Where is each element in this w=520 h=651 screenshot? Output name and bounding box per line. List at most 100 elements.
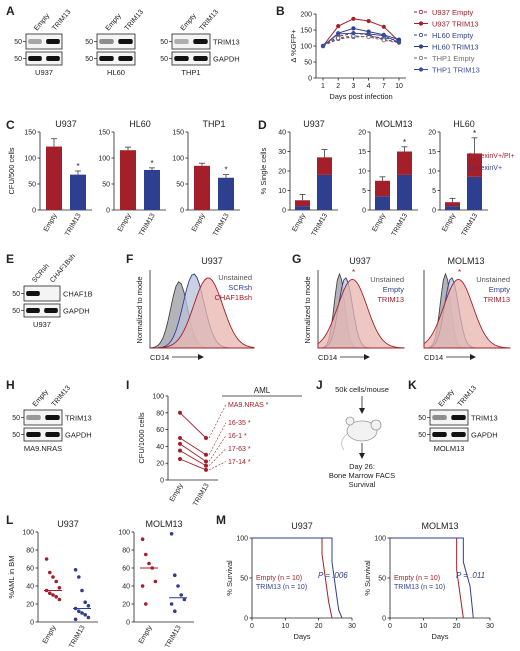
chart-d-bar-annexin	[467, 176, 482, 210]
chart-d-subplot-title: U937	[303, 119, 325, 129]
panel-letter-a: A	[6, 4, 15, 18]
blot-band	[174, 56, 189, 61]
chart-i-label-leader	[208, 461, 227, 471]
chart-c-y-tick-label: 150	[98, 130, 110, 137]
chart-m-legend-entry: Empty (n = 10)	[394, 575, 440, 582]
chart-b-point	[336, 24, 341, 29]
blot-marker-label: 50	[160, 39, 168, 46]
chart-b-point	[366, 18, 371, 24]
chart-i-y-axis-label: CFU/1000 cells	[137, 412, 146, 464]
chart-l-point	[153, 579, 158, 584]
chart-c-bar	[120, 150, 136, 210]
chart-f-legend-entry: SCRsh	[228, 283, 252, 292]
chart-b-y-tick-label: 0	[308, 76, 312, 83]
blot-lane-label: Empty	[180, 12, 198, 32]
chart-d-x-tick-label: Empty	[371, 212, 387, 233]
blot-lane-label: Empty	[438, 388, 456, 408]
chart-d-bar-annexin	[397, 174, 412, 210]
panel-letter-j: J	[316, 378, 323, 392]
blot-protein-label: CHAF1B	[63, 290, 93, 299]
chart-d-bar-annexin-pi	[317, 157, 332, 175]
chart-i-series-line	[179, 412, 207, 439]
chart-d-y-tick-label: 10	[428, 169, 436, 176]
chart-i-series-line	[179, 450, 207, 467]
chart-i-point	[204, 463, 208, 468]
chart-c-bar	[46, 146, 62, 210]
chart-d-subplot-title: MOLM13	[375, 119, 412, 129]
chart-b-x-tick-label: 10	[395, 83, 403, 90]
chart-g-x-axis-label: CD14	[424, 353, 443, 362]
chart-l-subplot-title: MOLM13	[145, 519, 182, 529]
chart-d-y-axis-label: % Single cells	[259, 147, 268, 194]
chart-d-y-tick-label: 15	[428, 149, 436, 156]
chart-c-y-tick-label: 150	[172, 130, 184, 137]
chart-b-point	[396, 40, 402, 45]
panel-letter-i: I	[126, 378, 130, 392]
chart-i-point	[178, 436, 182, 440]
chart-i-legend-title: AML	[254, 386, 271, 395]
chart-l-y-tick-label: 60	[26, 566, 34, 573]
chart-g-legend-entry: TRIM13	[483, 295, 510, 304]
chart-i-x-tick-label: Empty	[169, 482, 185, 503]
chart-m-y-axis-label: % Survival	[363, 560, 372, 596]
chart-l-y-tick-label: 0	[126, 620, 130, 627]
chart-b-legend-marker	[418, 9, 424, 15]
chart-f-title: U937	[201, 256, 223, 266]
blot-cell-line-label: U937	[33, 320, 51, 329]
chart-m-y-tick-label: 50	[378, 576, 386, 583]
blot-band	[118, 39, 133, 44]
blot-protein-label: TRIM13	[471, 414, 498, 423]
chart-i-y-tick-label: 40	[156, 444, 164, 451]
chart-i-point	[178, 410, 182, 415]
chart-l-y-tick-label: 40	[26, 584, 34, 591]
blot-marker-label: 50	[12, 308, 20, 315]
chart-b-x-tick-label: 7	[382, 83, 386, 90]
chart-i-x-tick-label: TRIM13	[192, 482, 211, 507]
blot-lane-label: TRIM13	[51, 9, 72, 33]
blot-band	[193, 39, 208, 44]
chart-c-y-tick-label: 0	[32, 208, 36, 215]
chart-c-y-axis-label: CFU/500 cells	[7, 147, 16, 194]
chart-d-y-tick-label: 20	[358, 130, 366, 137]
chart-c-y-tick-label: 50	[28, 182, 36, 189]
chart-d-y-tick-label: 5	[362, 188, 366, 195]
chart-b-legend-marker	[418, 55, 424, 61]
chart-b-y-tick-label: 150	[300, 28, 312, 35]
chart-g-histogram-curve	[317, 278, 405, 349]
chart-l-subplot-title: U937	[57, 519, 79, 529]
chart-d-bar-annexin-pi	[375, 180, 390, 197]
chart-c-subplot-title: HL60	[129, 119, 151, 129]
chart-b-x-tick-label: 4	[367, 83, 371, 90]
mouse-body-icon	[346, 420, 378, 442]
blot-protein-label: GAPDH	[471, 431, 498, 440]
blot-band	[44, 308, 58, 313]
chart-d-bar-annexin-pi	[445, 202, 460, 207]
chart-f-y-axis-label: Normalized to mode	[135, 276, 144, 343]
chart-l-point	[48, 570, 52, 575]
blot-lane-label: TRIM13	[51, 385, 72, 409]
blot-lane-label: TRIM13	[457, 385, 478, 409]
chart-l-point	[77, 609, 81, 613]
chart-f-x-axis-label: CD14	[150, 353, 169, 362]
chart-c-x-tick-label: Empty	[43, 212, 59, 233]
chart-l-y-tick-label: 20	[122, 602, 130, 609]
chart-m-survival-curve	[390, 537, 474, 619]
blot-protein-label: TRIM13	[213, 38, 240, 47]
chart-b-series-line	[322, 35, 400, 47]
blot-marker-label: 50	[418, 432, 426, 439]
chart-b-legend-entry: U937 Empty	[432, 8, 474, 17]
chart-d-x-tick-label: TRIM13	[311, 212, 330, 237]
mouse-tail-icon	[341, 433, 348, 451]
blot-protein-label: TRIM13	[65, 414, 92, 423]
chart-d-significance-star: *	[473, 129, 476, 138]
chart-c-x-tick-label: Empty	[117, 212, 133, 233]
chart-b-x-axis-label: Days post infection	[329, 92, 392, 101]
chart-j-text-top: 50k cells/mouse	[335, 385, 389, 394]
chart-l-y-axis-label: %AML in BM	[7, 555, 16, 598]
chart-c-y-tick-label: 0	[180, 208, 184, 215]
panel-letter-d: D	[258, 118, 267, 132]
chart-m-survival-curve	[252, 537, 343, 619]
chart-g-significance-star: *	[352, 268, 355, 277]
chart-d-y-tick-label: 15	[358, 149, 366, 156]
chart-i-point	[178, 448, 182, 453]
